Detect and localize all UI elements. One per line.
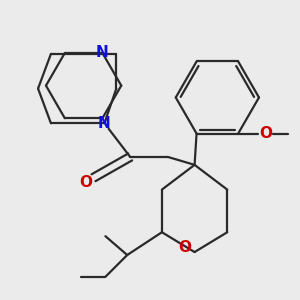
Text: N: N	[98, 116, 111, 131]
Text: O: O	[260, 126, 272, 141]
Text: O: O	[178, 240, 191, 255]
Text: O: O	[79, 175, 92, 190]
Text: N: N	[96, 46, 109, 61]
